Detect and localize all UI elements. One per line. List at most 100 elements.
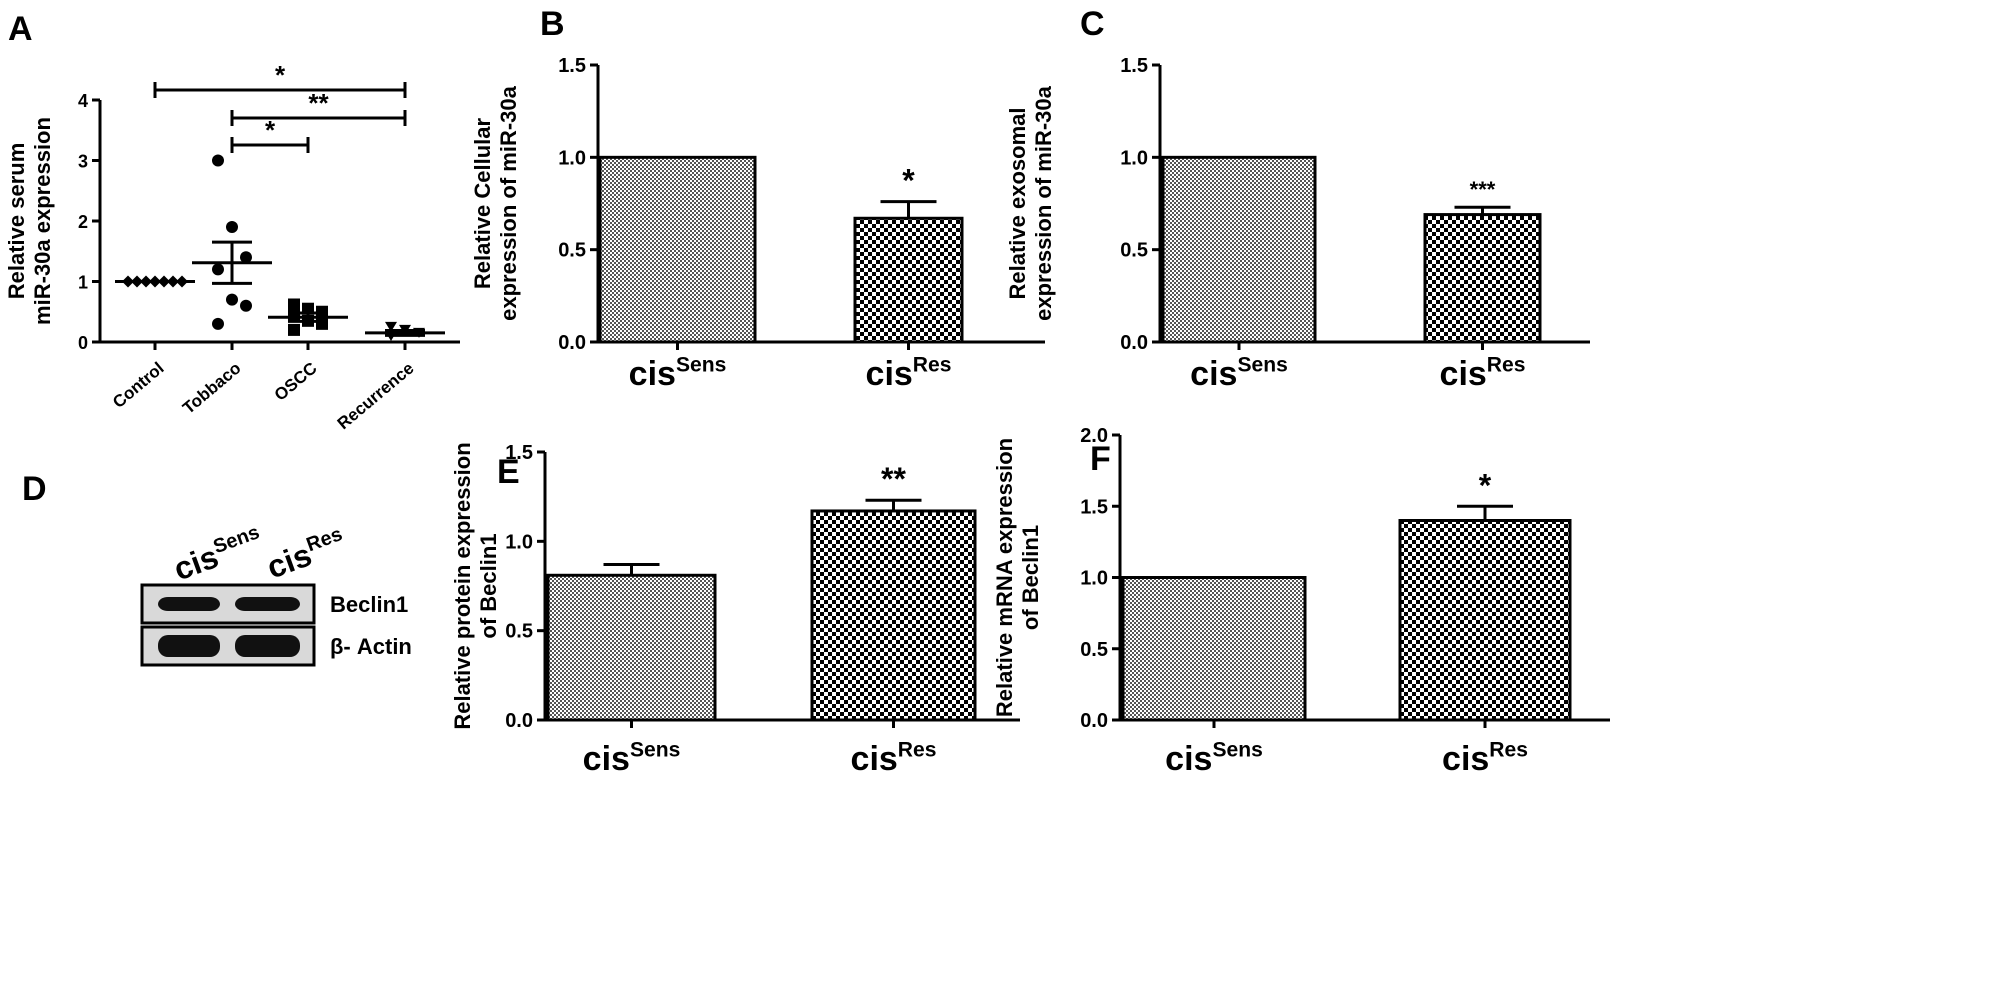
data-point — [240, 251, 252, 264]
bar — [853, 216, 964, 344]
protein-band — [235, 635, 300, 657]
x-tick-label-sup: Sens — [1237, 353, 1287, 376]
blot-row-label: β- Actin — [330, 634, 412, 659]
y-tick-label: 1.0 — [505, 531, 533, 553]
data-point — [212, 317, 224, 330]
y-axis-label: Relative mRNA expression — [992, 438, 1017, 717]
y-tick-label: 0.5 — [1120, 240, 1148, 262]
significance-label: ** — [308, 88, 329, 118]
y-axis-label: Relative serum — [4, 143, 29, 300]
x-tick-label-sup: Res — [1489, 738, 1528, 761]
bar — [1398, 519, 1572, 722]
x-tick-label-sup: Res — [913, 353, 952, 376]
x-tick-label-base: cis — [1442, 740, 1489, 778]
y-tick-label: 2.0 — [1080, 425, 1108, 447]
x-tick-label: Control — [109, 359, 168, 412]
y-tick-label: 1.0 — [558, 147, 586, 169]
y-tick-label: 0.0 — [1080, 710, 1108, 732]
significance-label: * — [275, 60, 286, 90]
y-axis-label: expression of miR-30a — [496, 85, 521, 321]
x-tick-label: cisRes — [1440, 353, 1526, 393]
data-point — [240, 299, 252, 312]
x-tick-label-base: cis — [866, 355, 913, 393]
x-tick-label: cisRes — [866, 353, 952, 393]
protein-band — [158, 597, 220, 611]
y-tick-label: 1 — [78, 273, 88, 293]
bar — [598, 155, 757, 344]
x-tick-label-sup: Res — [1487, 353, 1526, 376]
significance-label: * — [265, 115, 276, 145]
bar — [1423, 213, 1542, 344]
y-tick-label: 0 — [78, 333, 88, 353]
x-tick-label: OSCC — [271, 359, 321, 405]
y-tick-label: 4 — [78, 91, 88, 111]
y-tick-label: 0.0 — [1120, 332, 1148, 354]
y-tick-label: 3 — [78, 152, 88, 172]
x-tick-label: cisSens — [629, 353, 727, 393]
significance-label: *** — [1470, 177, 1496, 202]
y-axis: 0 1 2 3 4 Relative serum miR-30a expression — [4, 91, 102, 353]
y-tick-label: 0.0 — [505, 710, 533, 732]
data-point — [385, 321, 397, 332]
significance-label: * — [1479, 467, 1492, 503]
x-tick-label-sup: Sens — [1212, 738, 1262, 761]
x-tick-label: cisSens — [1190, 353, 1288, 393]
y-axis: 0.0 0.5 1.0 1.5 Relative protein expression o… — [450, 442, 547, 732]
y-tick-label: 0.0 — [558, 332, 586, 354]
x-tick-label-base: cis — [1190, 355, 1237, 393]
x-tick-label-base: cis — [629, 355, 676, 393]
data-point — [288, 298, 300, 311]
lane-label: cisRes — [262, 523, 351, 585]
y-axis-label: of Beclin1 — [1018, 525, 1043, 630]
data-point — [288, 308, 300, 321]
y-axis-label: expression of miR-30a — [1031, 85, 1056, 321]
y-axis: 0.0 0.5 1.0 1.5 2.0 Relative mRNA expression o… — [992, 425, 1122, 732]
data-point — [226, 293, 238, 306]
x-tick-label: cisRes — [1442, 738, 1528, 778]
y-tick-label: 0.5 — [505, 621, 533, 643]
x-tick-label: cisRes — [851, 738, 937, 778]
panel-label: C — [1080, 5, 1105, 43]
y-tick-label: 1.5 — [1120, 55, 1148, 77]
y-axis: 0.0 0.5 1.0 1.5 Relative Cellular expression … — [470, 55, 600, 354]
bar — [546, 573, 717, 722]
panel-label: E — [497, 453, 520, 491]
blot-row-label: Beclin1 — [330, 592, 408, 617]
y-tick-label: 2 — [78, 212, 88, 232]
bar — [1121, 576, 1307, 722]
panel-label: B — [540, 5, 565, 43]
y-tick-label: 1.5 — [1080, 496, 1108, 518]
protein-band — [235, 597, 300, 611]
x-tick-label: Recurrence — [334, 359, 418, 434]
y-axis-label: miR-30a expression — [30, 117, 55, 325]
y-axis-label: of Beclin1 — [476, 533, 501, 638]
panel-label: A — [8, 10, 33, 48]
x-tick-label-sup: Sens — [630, 738, 680, 761]
x-tick-label: Tobbaco — [179, 359, 245, 418]
x-tick-label-base: cis — [1165, 740, 1212, 778]
x-tick-label-sup: Res — [898, 738, 937, 761]
significance-label: * — [902, 163, 915, 199]
x-tick-label: cisSens — [583, 738, 681, 778]
data-point — [212, 154, 224, 167]
y-tick-label: 1.5 — [558, 55, 586, 77]
y-tick-label: 1.0 — [1080, 568, 1108, 590]
significance-label: ** — [881, 461, 906, 497]
y-axis-label: Relative protein expression — [450, 442, 475, 729]
panel-label: F — [1090, 440, 1111, 478]
x-tick-label-sup: Sens — [676, 353, 726, 376]
y-axis-label: Relative exosomal — [1005, 108, 1030, 300]
data-point — [212, 263, 224, 276]
lane-label-sup: Sens — [210, 521, 262, 558]
x-tick-label: cisSens — [1165, 738, 1263, 778]
lane-label: cisSens — [169, 521, 268, 587]
x-tick-label-base: cis — [851, 740, 898, 778]
data-point — [288, 323, 300, 336]
y-axis-label: Relative Cellular — [470, 117, 495, 289]
blot-row — [140, 625, 316, 667]
y-tick-label: 0.5 — [1080, 639, 1108, 661]
y-tick-label: 1.5 — [505, 442, 533, 464]
x-tick-label-base: cis — [1440, 355, 1487, 393]
